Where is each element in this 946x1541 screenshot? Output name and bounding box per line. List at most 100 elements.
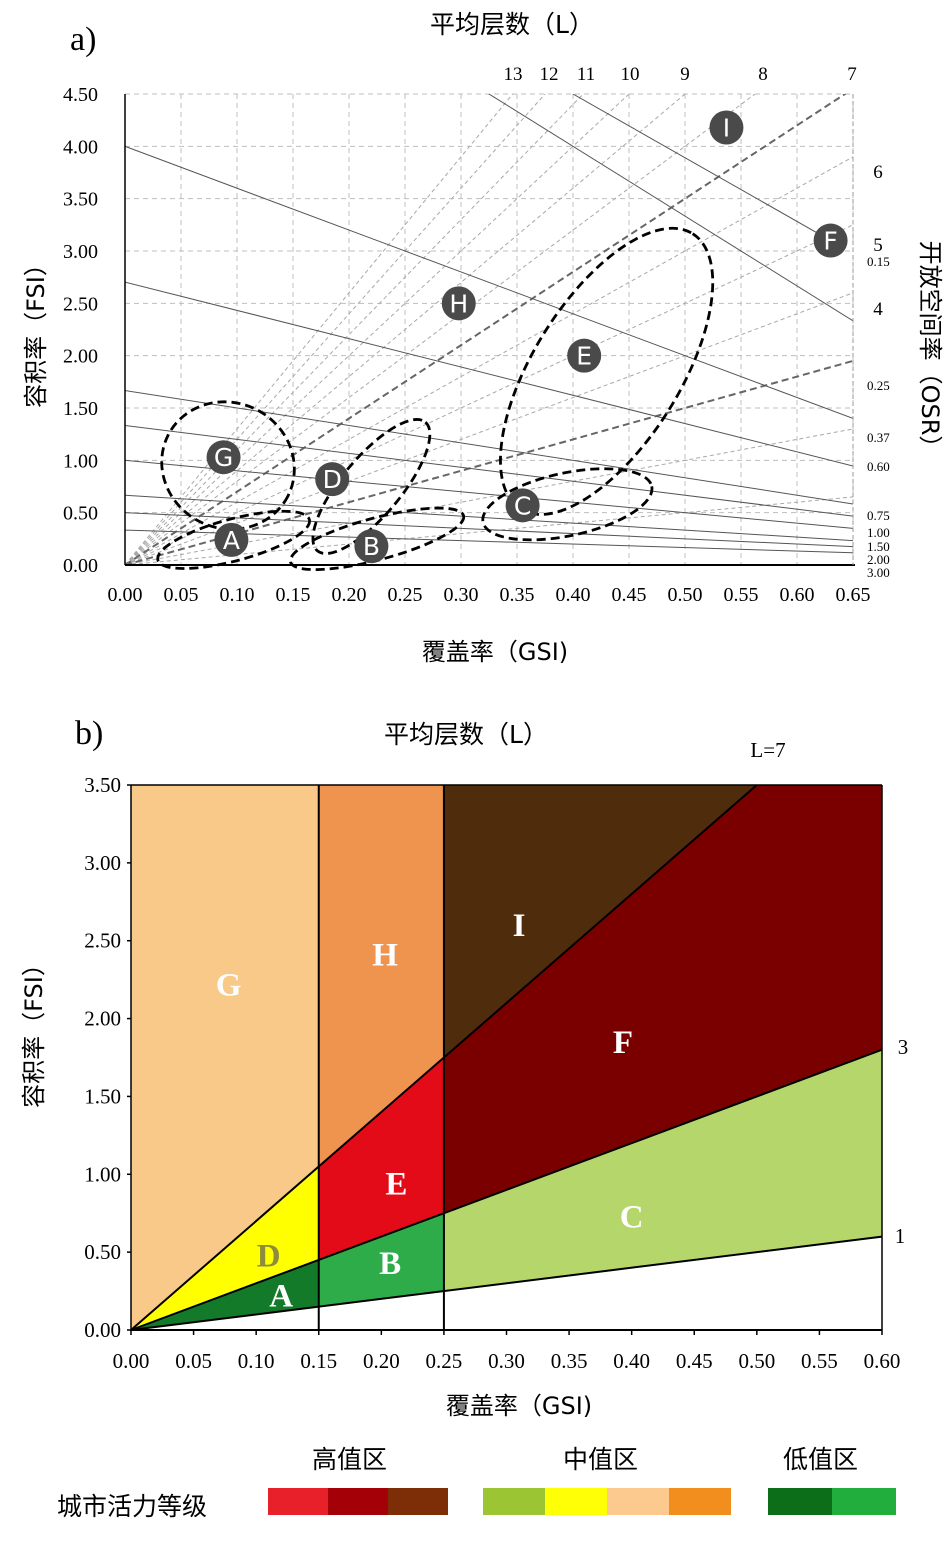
osr-line [488,94,853,322]
y-tick-label: 2.00 [84,1007,121,1031]
osr-label: 1.50 [867,539,890,554]
osr-line [125,145,853,419]
x-tick-label: 0.55 [724,584,759,606]
cluster-marker [441,286,476,321]
y-tick-label: 4.00 [63,136,98,158]
legend-row-label: 城市活力等级 [57,1492,208,1521]
region-h [318,785,444,1167]
y-tick-label: 4.50 [63,84,98,106]
osr-line [125,390,853,505]
cluster-ellipse [311,418,432,555]
layer-label: 12 [540,64,559,85]
line-label: L=7 [750,738,785,762]
y-tick-label: 1.00 [84,1162,121,1186]
y-tick-label: 2.00 [63,346,98,368]
osr-line [125,459,853,529]
layer-label: 13 [504,64,523,85]
osr-line [572,94,831,241]
region-g [131,785,319,1330]
y-tick-label: 0.00 [84,1318,121,1342]
cluster-label: F [823,227,837,256]
region-e [318,1057,444,1260]
x-tick-label: 0.45 [612,584,647,606]
x-tick-label: 0.40 [556,584,591,606]
cluster-label: C [514,491,531,520]
region-label: B [379,1246,401,1282]
x-tick-label: 0.10 [220,584,255,606]
legend-swatch [669,1488,731,1515]
region-label: F [613,1025,633,1061]
osr-label: 0.60 [867,459,890,474]
line-label: 3 [898,1035,909,1059]
region-label: G [216,967,242,1003]
layer-line [125,292,853,565]
layer-label: 5 [873,235,883,256]
region-label: I [513,908,526,944]
y-tick-label: 0.00 [63,555,98,577]
x-tick-label: 0.35 [551,1349,588,1373]
y-tick-label: 0.50 [63,503,98,525]
legend-swatch [832,1488,896,1515]
osr-label: 0.37 [867,430,890,445]
layer-line [125,359,853,565]
legend-group-low-label: 低值区 [783,1445,859,1474]
osr-label: 0.15 [867,254,890,269]
cluster-marker [505,488,540,523]
layer-line [125,156,853,565]
cluster-label: E [576,342,592,371]
legend-group-high-label: 高值区 [312,1445,388,1474]
x-tick-label: 0.60 [864,1349,901,1373]
cluster-marker [709,110,744,145]
chart-a: 0.000.501.001.502.002.503.003.504.004.50… [22,10,944,666]
x-tick-label: 0.30 [444,584,479,606]
chart-b-ylabel: 容积率（FSI） [20,952,48,1108]
y-tick-label: 1.00 [63,450,98,472]
osr-label: 0.25 [867,378,890,393]
chart-a-ylabel: 容积率（FSI） [22,252,50,408]
line-label: 1 [895,1224,906,1248]
legend-swatch [607,1488,669,1515]
cluster-marker [567,338,602,373]
regions [131,785,882,1330]
x-tick-label: 0.15 [300,1349,337,1373]
y-tick-label: 0.50 [84,1240,121,1264]
region-b [318,1213,444,1307]
layer-line [125,94,546,565]
chart-a-title: 平均层数（L） [430,10,594,39]
x-tick-label: 0.25 [426,1349,463,1373]
x-tick-label: 0.00 [113,1349,150,1373]
legend-swatch [388,1488,448,1515]
osr-lines [125,94,853,554]
y-tick-label: 2.50 [63,293,98,315]
layer-label: 10 [621,64,640,85]
layer-label: 4 [873,299,883,320]
cluster-marker [206,440,241,475]
x-tick-label: 0.00 [108,584,143,606]
cluster-ellipse [156,509,311,570]
legend-swatch [483,1488,545,1515]
cluster-label: G [214,443,233,472]
region-f [443,785,882,1214]
cluster-marker [354,529,389,564]
region-label: C [620,1199,644,1235]
x-tick-label: 0.25 [388,584,423,606]
x-tick-label: 0.40 [613,1349,650,1373]
region-label: H [372,938,398,974]
boundary-line [130,1048,883,1331]
layer-line [125,428,853,565]
y-tick-label: 1.50 [84,1084,121,1108]
chart-a-right-label: 开放空间率（OSR） [916,241,944,460]
cluster-label: H [449,289,468,318]
layer-label: 9 [680,64,690,85]
layer-line [125,94,630,565]
x-tick-label: 0.50 [738,1349,775,1373]
x-tick-label: 0.65 [836,584,871,606]
osr-label: 1.00 [867,525,890,540]
layer-line [125,94,514,565]
y-tick-label: 3.50 [84,773,121,797]
legend-group-mid-label: 中值区 [563,1445,639,1474]
chart-b-xlabel: 覆盖率（GSI) [446,1392,592,1420]
cluster-marker [813,223,848,258]
osr-line [125,494,853,542]
x-tick-label: 0.10 [238,1349,275,1373]
